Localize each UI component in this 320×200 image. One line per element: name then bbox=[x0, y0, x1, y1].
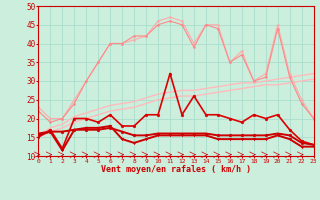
X-axis label: Vent moyen/en rafales ( km/h ): Vent moyen/en rafales ( km/h ) bbox=[101, 165, 251, 174]
